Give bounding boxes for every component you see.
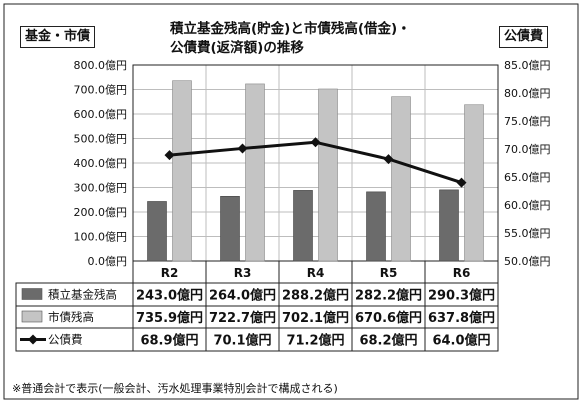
data-label: 670.6億円 xyxy=(355,310,422,326)
left-tick-label: 500.0億円 xyxy=(74,133,128,146)
line-point-marker xyxy=(310,137,321,148)
right-tick-label: 75.0億円 xyxy=(504,115,551,128)
data-label: 702.1億円 xyxy=(282,310,349,326)
chart-title-line2: 公債費(返済額)の推移 xyxy=(170,40,304,56)
line-point-marker xyxy=(456,177,467,188)
footnote: ※普通会計で表示(一般会計、汚水処理事業特別会計で構成される) xyxy=(12,382,338,395)
data-label: 71.2億円 xyxy=(286,333,344,349)
left-tick-label: 800.0億円 xyxy=(74,59,128,72)
data-label: 735.9億円 xyxy=(136,310,203,326)
data-label: 70.1億円 xyxy=(213,333,271,349)
data-label: 637.8億円 xyxy=(428,310,495,326)
left-axis-label: 基金・市債 xyxy=(20,26,96,48)
right-tick-label: 60.0億円 xyxy=(504,199,551,212)
data-label: 282.2億円 xyxy=(355,288,422,304)
data-label: 290.3億円 xyxy=(428,288,495,304)
legend-debt-service-label: 公債費 xyxy=(48,333,83,347)
data-label: 264.0億円 xyxy=(209,288,276,304)
legend-fund-label: 積立基金残高 xyxy=(48,288,117,302)
data-label: 68.9億円 xyxy=(140,333,198,349)
data-table xyxy=(15,282,499,352)
legend-bond-label: 市債残高 xyxy=(48,310,94,324)
outer-border xyxy=(3,3,579,400)
bar-fund xyxy=(366,191,386,262)
line-point-marker xyxy=(164,150,175,161)
left-tick-label: 0.0億円 xyxy=(88,255,128,268)
plot-area xyxy=(132,64,499,262)
line-point-marker xyxy=(237,143,248,154)
legend-fund-swatch xyxy=(21,288,43,300)
data-label: 243.0億円 xyxy=(136,288,203,304)
category-label: R2 xyxy=(161,266,179,280)
right-tick-label: 80.0億円 xyxy=(504,87,551,100)
bar-bond xyxy=(318,88,338,262)
category-label: R4 xyxy=(307,266,325,280)
bar-bond xyxy=(464,104,484,262)
category-label: R6 xyxy=(453,266,471,280)
right-tick-label: 55.0億円 xyxy=(504,227,551,240)
right-tick-label: 65.0億円 xyxy=(504,171,551,184)
bar-bond xyxy=(391,96,411,262)
left-tick-label: 600.0億円 xyxy=(74,108,128,121)
right-tick-label: 50.0億円 xyxy=(504,255,551,268)
data-label: 722.7億円 xyxy=(209,310,276,326)
line-debt-service xyxy=(169,140,462,185)
bar-bond xyxy=(245,83,265,262)
legend-debt-service-marker xyxy=(28,334,38,345)
bar-fund xyxy=(439,189,459,262)
bar-bond xyxy=(172,80,192,262)
left-tick-label: 100.0億円 xyxy=(74,231,128,244)
category-label: R5 xyxy=(380,266,398,280)
data-label: 68.2億円 xyxy=(359,333,417,349)
left-tick-label: 700.0億円 xyxy=(74,84,128,97)
bar-fund xyxy=(147,201,167,262)
chart-title-line1: 積立基金残高(貯金)と市債残高(借金)・ xyxy=(170,21,411,37)
left-tick-label: 400.0億円 xyxy=(74,157,128,170)
category-label: R3 xyxy=(234,266,252,280)
data-label: 64.0億円 xyxy=(432,333,490,349)
left-tick-label: 300.0億円 xyxy=(74,182,128,195)
right-tick-label: 70.0億円 xyxy=(504,143,551,156)
right-axis-label: 公債費 xyxy=(499,26,549,48)
line-point-marker xyxy=(383,154,394,165)
left-tick-label: 200.0億円 xyxy=(74,206,128,219)
bar-fund xyxy=(220,196,240,262)
data-label: 288.2億円 xyxy=(282,288,349,304)
legend-bond-swatch xyxy=(21,310,43,323)
bar-fund xyxy=(293,190,313,262)
right-tick-label: 85.0億円 xyxy=(504,59,551,72)
